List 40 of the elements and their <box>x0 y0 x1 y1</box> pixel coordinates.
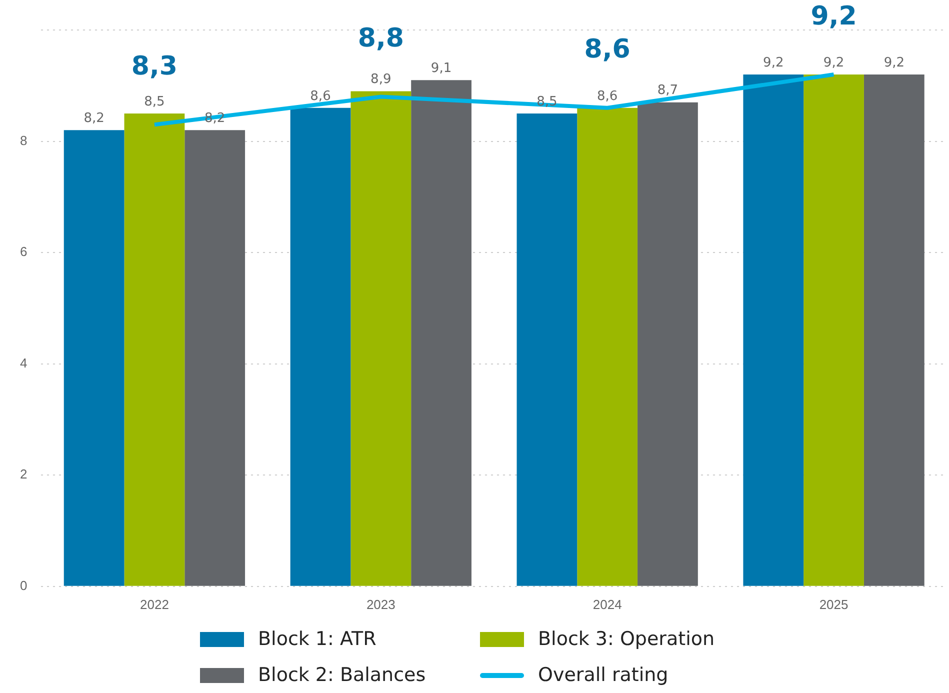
data-label: 8,7 <box>657 83 678 98</box>
data-label: 8,6 <box>596 88 618 104</box>
data-label: 8,8 <box>358 24 404 54</box>
x-tick-label: 2022 <box>140 596 169 612</box>
x-tick-label: 2023 <box>366 596 396 612</box>
bar <box>124 113 185 586</box>
data-label: 9,2 <box>763 55 784 70</box>
y-tick-label: 8 <box>20 132 28 148</box>
x-tick-label: 2024 <box>592 596 622 612</box>
legend-label: Block 1: ATR <box>258 628 376 650</box>
bar <box>290 108 351 586</box>
y-tick-label: 6 <box>20 244 28 260</box>
bar <box>638 102 698 586</box>
y-tick-label: 4 <box>20 355 28 370</box>
bar <box>184 130 246 586</box>
y-tick-label: 0 <box>20 578 28 593</box>
legend-label: Block 2: Balances <box>258 664 426 686</box>
data-label: 9,2 <box>823 55 844 70</box>
bar <box>577 108 638 586</box>
bar <box>350 91 412 586</box>
data-label: 9,2 <box>884 55 905 70</box>
bar <box>864 74 924 586</box>
data-label: 9,2 <box>810 1 857 32</box>
bar <box>64 130 124 586</box>
legend-label: Overall rating <box>538 664 668 686</box>
data-label: 9,1 <box>430 60 452 76</box>
x-tick-label: 2025 <box>819 596 848 612</box>
data-label: 8,9 <box>370 72 392 88</box>
legend-label: Block 3: Operation <box>538 628 715 650</box>
data-label: 8,6 <box>310 88 331 104</box>
bar <box>516 113 578 586</box>
data-label: 8,6 <box>584 34 630 65</box>
data-label: 8,5 <box>144 94 165 110</box>
data-label: 8,3 <box>131 51 178 82</box>
bar <box>804 74 864 586</box>
bar <box>743 74 804 586</box>
bar <box>411 80 472 586</box>
data-label: 8,2 <box>84 111 104 126</box>
y-tick-label: 2 <box>20 466 28 482</box>
data-label: 8,2 <box>204 111 226 126</box>
